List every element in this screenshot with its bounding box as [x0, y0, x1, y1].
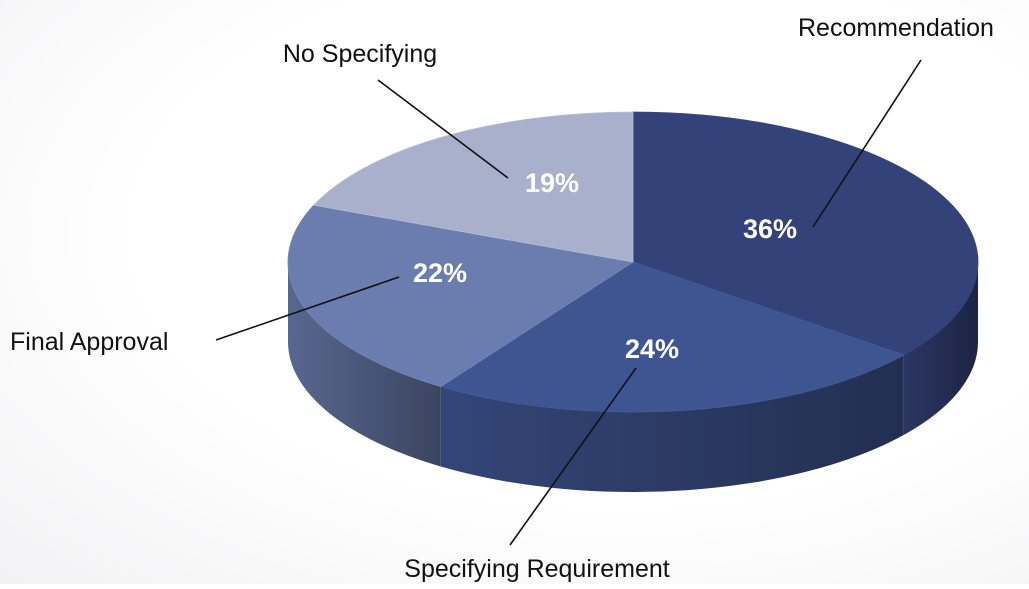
- pie-side-recommendation: [903, 262, 978, 436]
- slice-percent-final-approval: 22%: [413, 258, 467, 288]
- pie-side-final-approval: [288, 262, 441, 467]
- slice-percent-no-specifying: 19%: [525, 168, 579, 198]
- pie-side-specifying-requirement: [440, 355, 904, 492]
- pie-labels: 36% 24% 22% 19%: [413, 168, 797, 364]
- pie-slice-no-specifying: [312, 111, 634, 263]
- callout-label-specifying-requirement: Specifying Requirement: [404, 555, 669, 583]
- pie-slice-specifying-requirement: [439, 261, 905, 413]
- pie-slice-recommendation: [632, 111, 979, 356]
- pie-sides: [288, 262, 978, 492]
- slice-percent-specifying-requirement: 24%: [625, 334, 679, 364]
- callout-line-final-approval: [215, 276, 400, 341]
- callout-label-recommendation: Recommendation: [798, 14, 994, 42]
- callout-label-final-approval: Final Approval: [10, 328, 168, 356]
- pie-tops: [287, 111, 979, 413]
- pie-callouts: Recommendation Specifying Requirement Fina…: [10, 14, 994, 583]
- callout-line-specifying-requirement: [509, 367, 637, 546]
- callout-line-recommendation: [812, 59, 922, 228]
- callout-line-no-specifying: [377, 79, 509, 179]
- callout-label-no-specifying: No Specifying: [283, 40, 437, 68]
- slice-percent-recommendation: 36%: [743, 214, 797, 244]
- pie-slice-final-approval: [287, 204, 635, 387]
